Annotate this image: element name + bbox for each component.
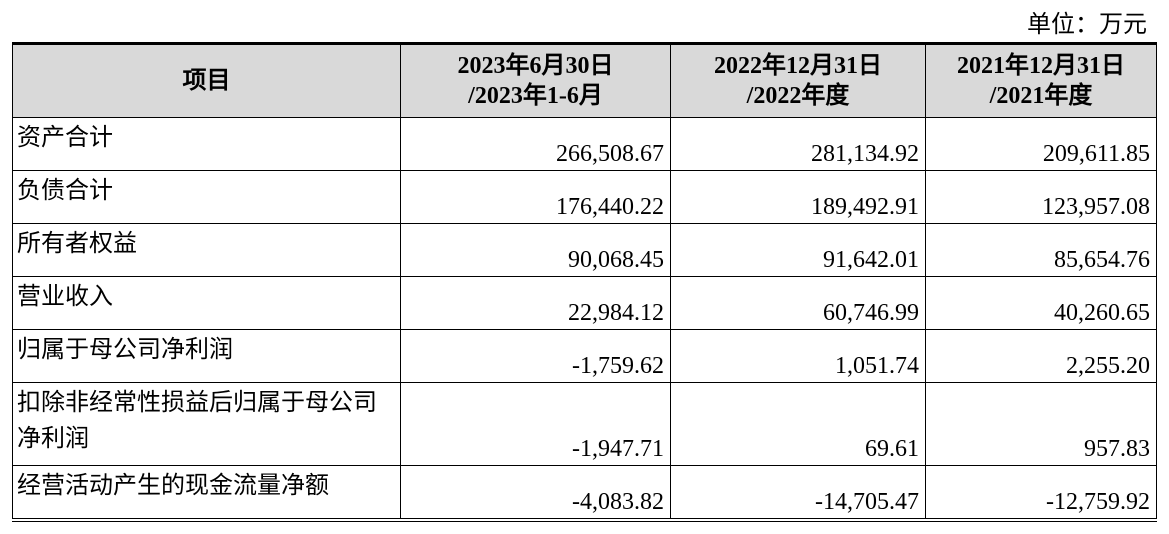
value-cell: 266,508.67 <box>400 117 671 171</box>
data-table: 项目 2023年6月30日/2023年1-6月 2022年12月31日/2022年度… <box>12 42 1157 522</box>
header-line: /2022年度 <box>746 83 850 109</box>
header-line: /2023年1-6月 <box>468 83 603 109</box>
row-label: 资产合计 <box>12 117 401 171</box>
value-cell: 957.83 <box>925 382 1157 466</box>
value-cell: 176,440.22 <box>400 170 671 224</box>
value-cell: 90,068.45 <box>400 223 671 277</box>
header-line: /2021年度 <box>989 83 1093 109</box>
value-cell: 123,957.08 <box>925 170 1157 224</box>
unit-label: 单位：万元 <box>1027 12 1147 38</box>
value-cell: 209,611.85 <box>925 117 1157 171</box>
row-label: 营业收入 <box>12 276 401 330</box>
value-cell: 281,134.92 <box>670 117 926 171</box>
header-cell: 项目 <box>12 43 401 118</box>
header-row: 项目 2023年6月30日/2023年1-6月 2022年12月31日/2022年度… <box>12 43 1157 118</box>
row-label: 负债合计 <box>12 170 401 224</box>
row-label: 所有者权益 <box>12 223 401 277</box>
value-cell: 40,260.65 <box>925 276 1157 330</box>
row-label: 归属于母公司净利润 <box>12 329 401 383</box>
header-line: 2023年6月30日 <box>457 53 614 79</box>
header-cell: 2023年6月30日/2023年1-6月 <box>400 43 671 118</box>
table-row: 负债合计 176,440.22 189,492.91 123,957.08 <box>12 170 1157 224</box>
value-cell: -14,705.47 <box>670 465 926 521</box>
row-label: 扣除非经常性损益后归属于母公司净利润 <box>12 382 401 466</box>
value-cell: -1,759.62 <box>400 329 671 383</box>
table-row: 营业收入 22,984.12 60,746.99 40,260.65 <box>12 276 1157 330</box>
table-row: 扣除非经常性损益后归属于母公司净利润 -1,947.71 69.61 957.83 <box>12 382 1157 466</box>
table-row: 归属于母公司净利润 -1,759.62 1,051.74 2,255.20 <box>12 329 1157 383</box>
value-cell: 60,746.99 <box>670 276 926 330</box>
header-cell: 2021年12月31日/2021年度 <box>925 43 1157 118</box>
value-cell: 189,492.91 <box>670 170 926 224</box>
value-cell: 1,051.74 <box>670 329 926 383</box>
value-cell: 85,654.76 <box>925 223 1157 277</box>
table-row: 经营活动产生的现金流量净额 -4,083.82 -14,705.47 -12,759.… <box>12 465 1157 521</box>
table-row: 资产合计 266,508.67 281,134.92 209,611.85 <box>12 117 1157 171</box>
value-cell: -12,759.92 <box>925 465 1157 521</box>
table-body: 资产合计 266,508.67 281,134.92 209,611.85 负债合计 17… <box>12 117 1157 521</box>
table-row: 所有者权益 90,068.45 91,642.01 85,654.76 <box>12 223 1157 277</box>
header-line: 2022年12月31日 <box>714 53 882 79</box>
value-cell: 22,984.12 <box>400 276 671 330</box>
header-cell: 2022年12月31日/2022年度 <box>670 43 926 118</box>
value-cell: -1,947.71 <box>400 382 671 466</box>
row-label: 经营活动产生的现金流量净额 <box>12 465 401 521</box>
value-cell: 91,642.01 <box>670 223 926 277</box>
value-cell: 69.61 <box>670 382 926 466</box>
header-line: 项目 <box>182 68 231 94</box>
value-cell: 2,255.20 <box>925 329 1157 383</box>
value-cell: -4,083.82 <box>400 465 671 521</box>
header-line: 2021年12月31日 <box>957 53 1125 79</box>
